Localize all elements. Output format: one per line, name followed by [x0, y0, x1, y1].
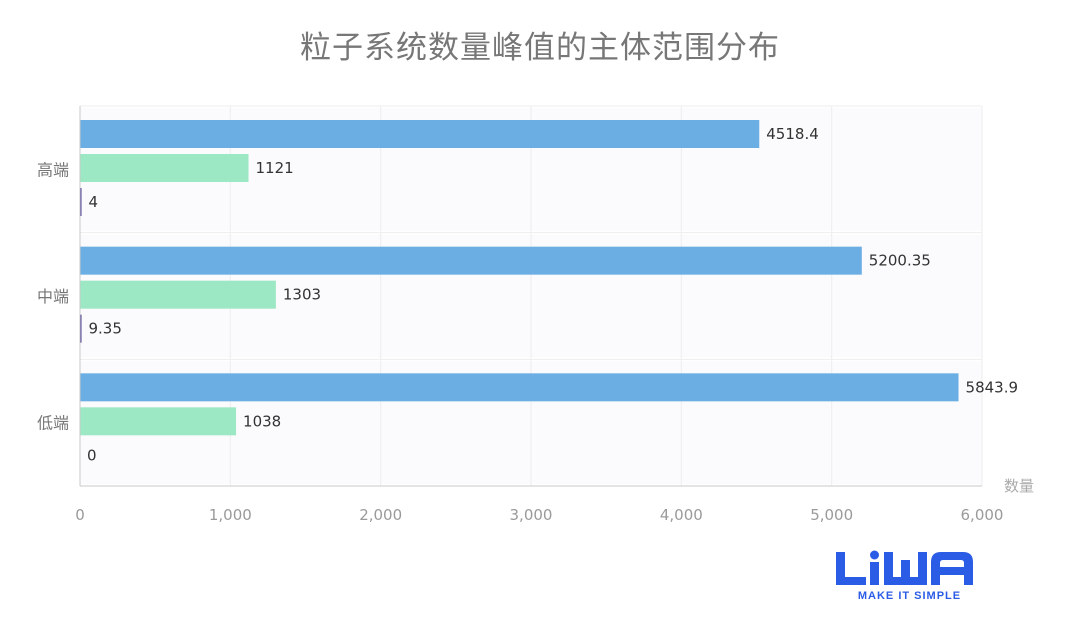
bar-0-0 — [80, 120, 760, 148]
bar-0-2 — [80, 188, 82, 216]
bar-1-1 — [80, 280, 276, 309]
bar-2-1 — [80, 407, 237, 436]
logo-tagline: MAKE IT SIMPLE — [857, 590, 962, 602]
x-tick-label: 0 — [75, 506, 85, 524]
data-label: 1038 — [243, 412, 281, 430]
chart-title: 粒子系统数量峰值的主体范围分布 — [300, 30, 780, 66]
data-label: 4518.4 — [766, 125, 819, 143]
bar-1-2 — [80, 314, 82, 343]
category-label: 低端 — [37, 414, 69, 433]
logo-wordmark — [836, 550, 973, 585]
bar-0-1 — [80, 154, 249, 182]
data-label: 1303 — [283, 286, 321, 304]
data-label: 1121 — [256, 159, 294, 177]
x-tick-label: 4,000 — [660, 506, 703, 524]
liwa-logo: MAKE IT SIMPLE — [832, 548, 987, 608]
x-tick-label: 2,000 — [359, 506, 402, 524]
x-tick-label: 1,000 — [209, 506, 252, 524]
data-label: 5200.35 — [869, 252, 931, 270]
x-axis-label: 数量 — [1004, 477, 1034, 495]
x-tick-label: 6,000 — [961, 506, 1004, 524]
data-label: 5843.9 — [966, 378, 1019, 396]
data-label: 0 — [87, 446, 97, 464]
category-label: 中端 — [37, 287, 69, 306]
bar-2-0 — [80, 373, 959, 402]
category-label: 高端 — [37, 160, 69, 179]
x-tick-label: 3,000 — [510, 506, 553, 524]
data-label: 4 — [89, 193, 99, 211]
bars: 4518.4 1121 4 5200.35 1303 9.35 5843.9 1038 0 — [80, 120, 1018, 464]
data-label: 9.35 — [89, 320, 122, 338]
bar-1-0 — [80, 246, 862, 275]
x-tick-label: 5,000 — [810, 506, 853, 524]
